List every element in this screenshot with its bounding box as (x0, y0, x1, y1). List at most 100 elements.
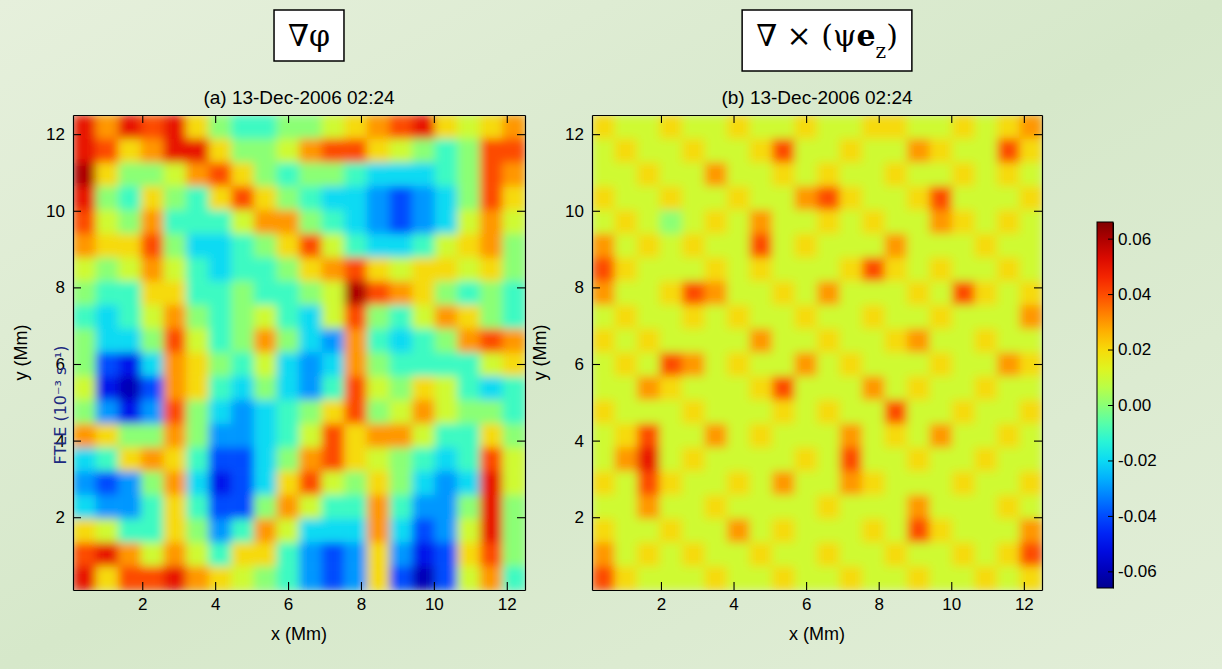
heatmap-cell (615, 424, 638, 448)
heatmap-cell (930, 495, 953, 519)
heatmap-cell (322, 258, 345, 282)
heatmap-cell (435, 115, 458, 139)
heatmap-cell (615, 186, 638, 210)
heatmap-cell (682, 424, 705, 448)
heatmap-cell (840, 305, 863, 329)
heatmap-cell (480, 329, 503, 353)
heatmap-cell (412, 186, 435, 210)
tick-mark (73, 364, 81, 365)
heatmap-cell (615, 210, 638, 234)
heatmap-cell (862, 376, 885, 400)
heatmap-cell (907, 566, 930, 590)
heatmap-cell (299, 566, 322, 590)
tick: 0.02 (1108, 340, 1151, 359)
heatmap-cell (682, 353, 705, 377)
heatmap-cell (231, 400, 254, 424)
heatmap-cell (1020, 424, 1043, 448)
heatmap-cell (322, 139, 345, 163)
heatmap-cell (322, 329, 345, 353)
tick-mark (951, 582, 952, 590)
heatmap-cell (186, 566, 209, 590)
tick: 12 (565, 125, 600, 144)
heatmap-cell (840, 281, 863, 305)
heatmap-cell (907, 305, 930, 329)
heatmap-cell (795, 305, 818, 329)
background (0, 0, 1222, 669)
heatmap-cell (997, 519, 1020, 543)
heatmap-cell (96, 210, 119, 234)
heatmap-cell (862, 210, 885, 234)
heatmap-cell (73, 519, 96, 543)
heatmap-cell (817, 400, 840, 424)
heatmap-cell (637, 448, 660, 472)
heatmap-cell (96, 329, 119, 353)
heatmap-cell (930, 115, 953, 139)
heatmap-cell (73, 376, 96, 400)
heatmap-cell (141, 471, 164, 495)
heatmap-cell (727, 329, 750, 353)
tick (1034, 441, 1042, 442)
heatmap-cell (637, 139, 660, 163)
heatmap-cell (96, 495, 119, 519)
heatmap-cell (209, 329, 232, 353)
tick (517, 517, 525, 518)
heatmap-cell (412, 115, 435, 139)
heatmap-cell (1020, 448, 1043, 472)
heatmap-cell (299, 376, 322, 400)
heatmap-cell (299, 471, 322, 495)
heatmap-cell (367, 566, 390, 590)
tick-mark (592, 287, 600, 288)
heatmap-cell (118, 139, 141, 163)
heatmap-cell (817, 163, 840, 187)
heatmap-cell (975, 519, 998, 543)
heatmap-cell (73, 353, 96, 377)
heatmap-cell (592, 495, 615, 519)
heatmap-cell (862, 519, 885, 543)
tick (507, 115, 508, 123)
tick-label: 4 (211, 595, 220, 614)
heatmap-cell (254, 329, 277, 353)
heatmap-cell (952, 519, 975, 543)
heatmap-cell (682, 258, 705, 282)
tick (434, 115, 435, 123)
heatmap-cell (952, 424, 975, 448)
heatmap-cell (141, 186, 164, 210)
heatmap-cell (367, 376, 390, 400)
heatmap-cell (141, 234, 164, 258)
heatmap-cell (997, 329, 1020, 353)
heatmap-cell (118, 471, 141, 495)
tick: 2 (56, 508, 81, 527)
tick (1024, 115, 1025, 123)
heatmap-cell (96, 139, 119, 163)
heatmap-cell (186, 400, 209, 424)
heatmap-cell (141, 281, 164, 305)
heatmap-cell (73, 471, 96, 495)
heatmap-cell (457, 281, 480, 305)
heatmap-cell (209, 210, 232, 234)
heatmap-cell (389, 258, 412, 282)
heatmap-cell (952, 471, 975, 495)
heatmap-cell (141, 329, 164, 353)
heatmap-cell (885, 519, 908, 543)
heatmap-cell (660, 353, 683, 377)
heatmap-cell (637, 400, 660, 424)
heatmap-cell (389, 139, 412, 163)
heatmap-cell (637, 424, 660, 448)
heatmap-cell (840, 543, 863, 567)
heatmap-cell (344, 471, 367, 495)
tick (806, 115, 807, 123)
heatmap-cell (209, 376, 232, 400)
heatmap-cell (1020, 566, 1043, 590)
heatmap-cell (997, 400, 1020, 424)
tick (361, 115, 362, 123)
heatmap-cell (727, 258, 750, 282)
heatmap-cell (975, 471, 998, 495)
heatmap-cell (705, 210, 728, 234)
heatmap-cell (907, 448, 930, 472)
heatmap-cell (231, 234, 254, 258)
heatmap-cell (615, 329, 638, 353)
tick-mark (879, 582, 880, 590)
heatmap-cell (209, 400, 232, 424)
heatmap-cell (186, 234, 209, 258)
heatmap-cell (389, 566, 412, 590)
